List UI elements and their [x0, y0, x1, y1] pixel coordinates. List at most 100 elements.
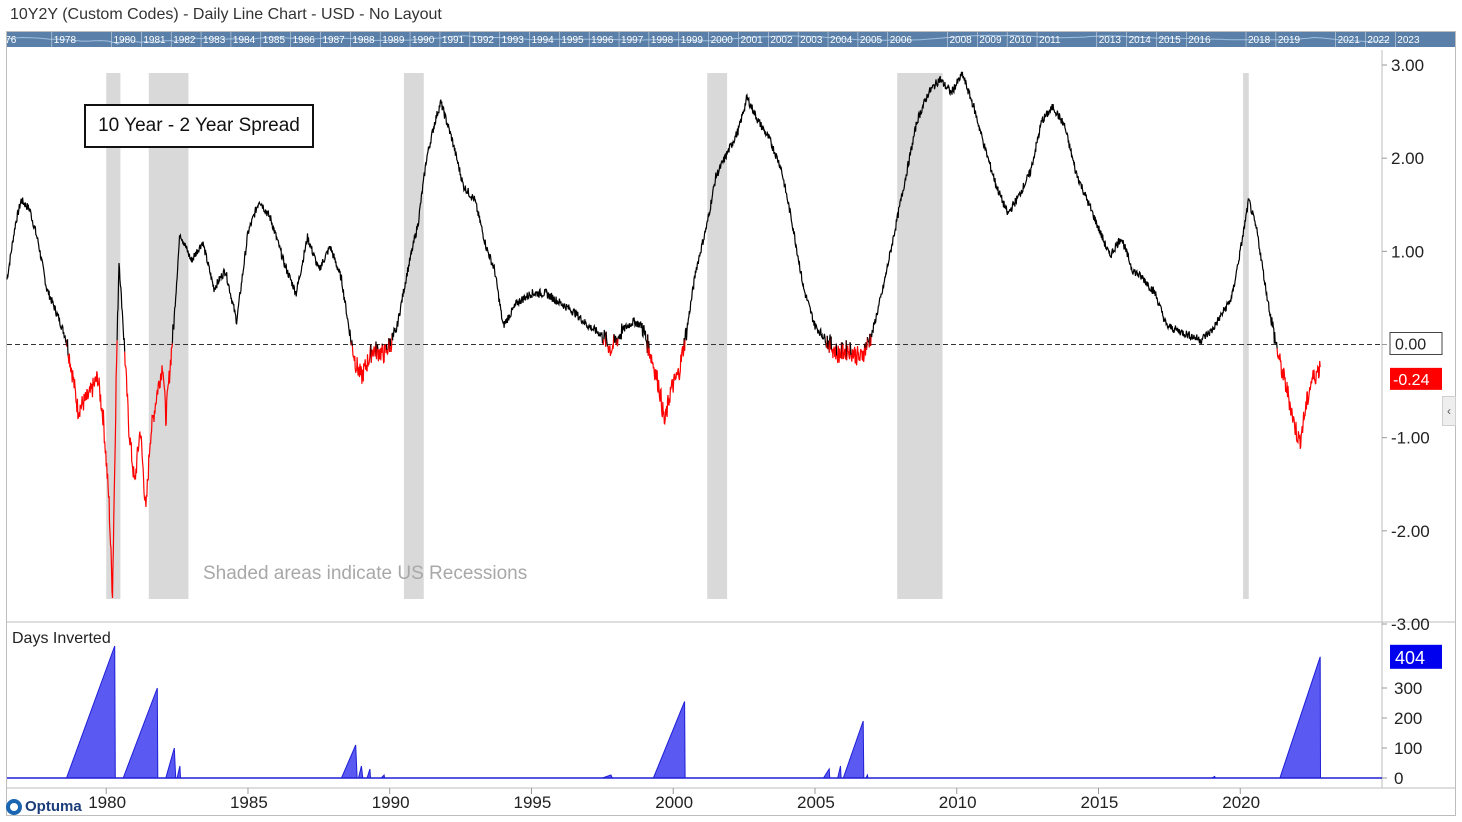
spread-line-segment — [390, 333, 393, 353]
navigator-year-label: 1989 — [382, 35, 405, 46]
navigator-year-label: 2011 — [1039, 35, 1061, 46]
lower-y-tick-label: 0 — [1394, 769, 1403, 788]
logo-text: Optuma — [25, 798, 82, 815]
navigator-year-label: 2023 — [1397, 35, 1420, 46]
spread-line — [6, 71, 1321, 599]
spread-line-segment — [6, 197, 68, 346]
navigator-year-label: 1982 — [173, 35, 196, 46]
recession-band — [707, 73, 728, 599]
navigator-year-label: 1984 — [233, 35, 256, 46]
y-tick-label: 1.00 — [1391, 242, 1424, 261]
navigator-year-label: 2010 — [1009, 35, 1032, 46]
navigator-year-label: 2006 — [890, 35, 913, 46]
spread-line-segment — [865, 337, 868, 350]
window-title: 10Y2Y (Custom Codes) - Daily Line Chart … — [10, 6, 442, 23]
navigator-year-label: 1987 — [322, 35, 345, 46]
lower-panel-title: Days Inverted — [12, 630, 111, 647]
spread-line-segment — [351, 339, 353, 346]
navigator-year-label: 1990 — [412, 35, 435, 46]
y-tick-label: 2.00 — [1391, 149, 1424, 168]
x-tick-label: 1990 — [372, 793, 410, 812]
spread-line-segment — [602, 339, 605, 345]
days-badge-label: 404 — [1395, 648, 1425, 668]
x-tick-label: 2020 — [1222, 793, 1260, 812]
navigator-year-label: 2015 — [1158, 35, 1181, 46]
spread-line-segment — [648, 338, 685, 426]
spread-line-segment — [864, 343, 866, 348]
spread-line-segment — [386, 338, 390, 356]
series-legend: 10 Year - 2 Year Spread — [84, 104, 314, 148]
spread-line-segment — [605, 331, 609, 347]
navigator-year-label: 2018 — [1248, 35, 1271, 46]
spread-line-segment — [684, 93, 827, 348]
spread-line-segment — [1276, 348, 1321, 449]
navigator-year-label: 1994 — [531, 35, 554, 46]
spread-line-segment — [607, 334, 615, 356]
spread-line-segment — [617, 317, 648, 353]
x-tick-label: 1995 — [513, 793, 551, 812]
spread-line-segment — [841, 342, 843, 360]
spread-line-segment — [842, 340, 847, 360]
navigator-year-label: 1985 — [263, 35, 286, 46]
spread-line-segment — [377, 343, 383, 362]
spread-line-segment — [836, 342, 843, 363]
time-axis: 1980 1985 1990 1995 2000 2005 2010 2015 2020 — [88, 788, 1260, 812]
spread-line-segment — [850, 343, 866, 366]
lower-y-tick-label: 300 — [1394, 679, 1422, 698]
chevron-left-icon[interactable]: ‹ — [1442, 396, 1456, 426]
navigator-year-label: 2019 — [1278, 35, 1301, 46]
optuma-logo: Optuma — [6, 798, 82, 815]
last-value-label: -0.24 — [1393, 372, 1430, 389]
recession-band — [148, 73, 189, 599]
navigator-year-label: 1993 — [502, 35, 525, 46]
spread-line-segment — [616, 338, 619, 347]
navigator-year-label: 1981 — [143, 35, 166, 46]
spread-line-segment — [846, 342, 851, 361]
navigator-year-label: 1988 — [352, 35, 375, 46]
recession-band — [106, 73, 121, 599]
y-tick-label: -3.00 — [1391, 615, 1430, 634]
navigator-year-label: 1992 — [472, 35, 495, 46]
navigator-year-label: 1980 — [113, 35, 136, 46]
days-inverted-area: 300 200 100 0 404 — [7, 644, 1442, 788]
recession-bands — [106, 73, 1249, 599]
x-tick-label: 2015 — [1080, 793, 1118, 812]
legend-label: 10 Year - 2 Year Spread — [98, 115, 300, 136]
spread-line-segment — [66, 339, 69, 356]
navigator-year-label: 1986 — [293, 35, 316, 46]
navigator-year-label: 2000 — [711, 35, 734, 46]
spread-line-segment — [370, 341, 377, 363]
spread-line-segment — [389, 338, 392, 347]
lower-y-tick-label: 100 — [1394, 739, 1422, 758]
navigator-year-label: 2004 — [830, 35, 853, 46]
zero-badge — [1389, 332, 1443, 355]
navigator-year-label: 2005 — [860, 35, 883, 46]
navigator-years: 1976 1978 1980 1981 1982 1983 1984 1985 1986 1987… — [7, 32, 1420, 47]
spread-line-segment — [830, 343, 837, 360]
y-tick-label: -2.00 — [1391, 522, 1430, 541]
days-badge — [1390, 644, 1442, 669]
last-value-badge — [1390, 367, 1442, 390]
spread-line-segment — [171, 200, 352, 346]
x-tick-label: 1985 — [230, 793, 268, 812]
recession-note: Shaded areas indicate US Recessions — [203, 563, 528, 584]
navigator-year-label: 2016 — [1188, 35, 1211, 46]
navigator-year-label: 2013 — [1099, 35, 1122, 46]
spread-line-segment — [391, 99, 604, 345]
navigator-year-label: 1998 — [651, 35, 674, 46]
navigator-year-label: 1978 — [54, 35, 77, 46]
spread-line-segment — [613, 333, 617, 345]
zero-badge-label: 0.00 — [1395, 337, 1426, 354]
spread-line-segment — [849, 342, 852, 356]
spread-line-segment — [376, 344, 379, 350]
lower-y-tick-label: 200 — [1394, 709, 1422, 728]
upper-axis: 3.00 2.00 1.00 -1.00 -2.00 -3.00 0.00 -0.24 — [7, 50, 1455, 789]
navigator-year-label: 2002 — [770, 35, 793, 46]
recession-band — [897, 73, 943, 599]
navigator-year-label: 2003 — [800, 35, 823, 46]
navigator-year-label: 2008 — [949, 35, 972, 46]
navigator-strip[interactable]: 1976 1978 1980 1981 1982 1983 1984 1985 1986 1987… — [7, 32, 1455, 47]
navigator-year-label: 1995 — [561, 35, 584, 46]
x-tick-label: 1980 — [88, 793, 126, 812]
